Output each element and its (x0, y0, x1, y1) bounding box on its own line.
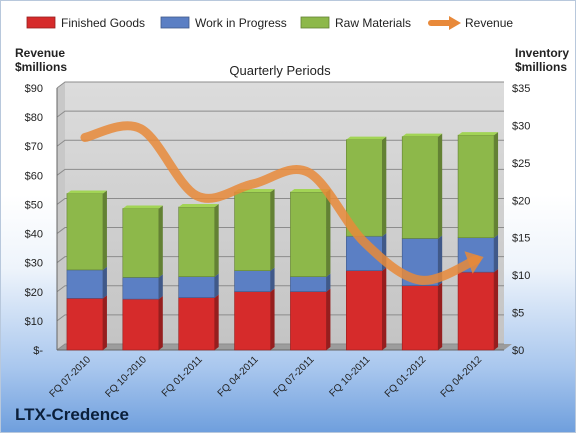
legend-swatch (26, 16, 56, 29)
legend-label: Finished Goods (61, 16, 145, 30)
legend: Finished Goods Work in Progress Raw Materi… (26, 16, 513, 30)
bar-finished-goods (346, 267, 387, 351)
legend-item: Revenue (428, 16, 513, 30)
right-tick-label: $10 (512, 270, 530, 282)
right-axis-title-line2: $millions (515, 60, 567, 74)
right-tick-label: $20 (512, 195, 530, 207)
bar-raw-materials (290, 189, 331, 277)
category-label: FQ 10-2010 (103, 354, 149, 400)
bar-raw-materials (66, 190, 107, 271)
left-tick-label: $- (33, 345, 43, 357)
bar-finished-goods (401, 282, 443, 351)
gridline (56, 81, 504, 89)
legend-arrow (449, 16, 461, 30)
bar-finished-goods (178, 294, 219, 351)
legend-item: Work in Progress (160, 16, 287, 30)
left-tick-label: $90 (25, 83, 43, 95)
plot-side-wall (57, 82, 65, 350)
bar-work-in-progress (66, 266, 107, 299)
legend-label: Revenue (465, 16, 513, 30)
legend-item: Raw Materials (300, 16, 411, 30)
left-tick-label: $40 (25, 229, 43, 241)
right-tick-label: $30 (512, 120, 530, 132)
category-label: FQ 07-2010 (48, 354, 94, 400)
left-tick-label: $80 (25, 112, 43, 124)
bar-work-in-progress (122, 274, 163, 300)
category-label: FQ 10-2011 (327, 354, 372, 399)
category-label: FQ 01-2012 (383, 354, 429, 400)
bar-raw-materials (178, 204, 219, 277)
legend-swatch (300, 16, 330, 29)
bar-finished-goods (457, 269, 499, 351)
right-tick-label: $25 (512, 158, 530, 170)
left-axis-title-line1: Revenue (15, 46, 65, 60)
right-axis-title-line1: Inventory (515, 46, 569, 60)
legend-item: Finished Goods (26, 16, 145, 30)
category-label: FQ 07-2011 (272, 354, 317, 399)
revenue-line (80, 121, 481, 285)
category-label: FQ 01-2011 (160, 354, 205, 399)
left-tick-label: $20 (25, 287, 43, 299)
left-tick-label: $60 (25, 170, 43, 182)
right-tick-label: $0 (512, 345, 524, 357)
bar-raw-materials (122, 205, 163, 278)
right-tick-label: $5 (512, 308, 524, 320)
left-tick-label: $10 (25, 316, 43, 328)
bar-raw-materials (401, 133, 443, 239)
category-label: FQ 04-2011 (216, 354, 261, 399)
category-label: FQ 04-2012 (439, 354, 485, 400)
right-tick-label: $15 (512, 233, 530, 245)
bar-raw-materials (457, 132, 499, 239)
plot-area: $- $10 $20 $30 $40 $50 $60 $70 $80 $90 $0 $5 $10 $15 $… (25, 81, 530, 400)
bar-finished-goods (122, 296, 163, 351)
left-tick-label: $30 (25, 258, 43, 270)
revenue-arrowhead (464, 251, 484, 274)
left-tick-label: $50 (25, 199, 43, 211)
bar-raw-materials (234, 189, 275, 271)
company-name: LTX-Credence (15, 405, 129, 424)
chart-title: Quarterly Periods (229, 63, 331, 78)
legend-label: Raw Materials (335, 16, 411, 30)
bar-work-in-progress (178, 273, 219, 298)
left-tick-label: $70 (25, 141, 43, 153)
bar-finished-goods (290, 288, 331, 351)
legend-swatch (160, 16, 190, 29)
left-axis-title-line2: $millions (15, 60, 67, 74)
bar-finished-goods (66, 295, 107, 351)
bar-finished-goods (234, 288, 275, 351)
right-tick-label: $35 (512, 83, 530, 95)
legend-label: Work in Progress (195, 16, 287, 30)
plot-floor (57, 344, 512, 350)
bar-work-in-progress (234, 267, 275, 292)
gridline (56, 110, 504, 118)
